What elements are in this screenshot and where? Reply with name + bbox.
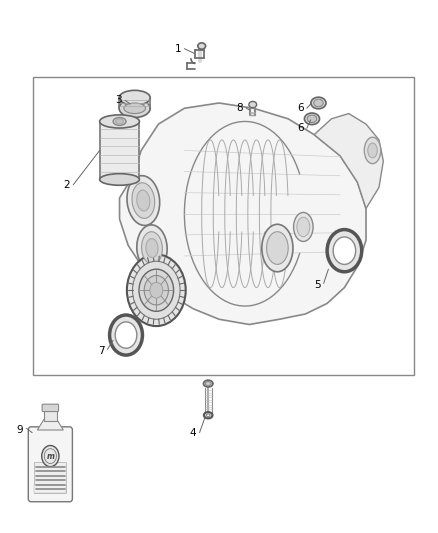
Ellipse shape: [304, 113, 320, 125]
Circle shape: [327, 230, 362, 272]
Text: 1: 1: [175, 44, 181, 54]
Ellipse shape: [205, 382, 211, 386]
Bar: [100, 122, 139, 180]
Circle shape: [115, 322, 137, 348]
Ellipse shape: [119, 99, 150, 117]
Polygon shape: [314, 114, 383, 208]
Bar: [33, 77, 413, 375]
Ellipse shape: [307, 115, 317, 123]
Text: 2: 2: [64, 180, 70, 190]
Bar: [44, 410, 57, 421]
Ellipse shape: [262, 224, 293, 272]
Text: 9: 9: [17, 425, 23, 435]
Ellipse shape: [206, 414, 210, 417]
Ellipse shape: [203, 380, 213, 387]
Ellipse shape: [116, 119, 124, 124]
Polygon shape: [37, 419, 64, 430]
Ellipse shape: [368, 143, 377, 158]
Ellipse shape: [204, 412, 212, 418]
Polygon shape: [120, 103, 366, 325]
Ellipse shape: [267, 232, 288, 264]
Ellipse shape: [364, 138, 381, 164]
Text: 5: 5: [314, 280, 321, 290]
Text: m: m: [46, 451, 54, 461]
Circle shape: [133, 261, 180, 319]
Circle shape: [333, 237, 356, 264]
Circle shape: [144, 276, 168, 305]
Ellipse shape: [297, 217, 310, 237]
Ellipse shape: [137, 225, 167, 271]
Ellipse shape: [100, 174, 139, 185]
Text: 6: 6: [297, 103, 304, 114]
Ellipse shape: [314, 99, 323, 107]
Circle shape: [127, 254, 186, 326]
Text: 4: 4: [190, 427, 196, 438]
Ellipse shape: [141, 232, 162, 264]
Ellipse shape: [249, 101, 257, 108]
Circle shape: [110, 315, 142, 355]
FancyBboxPatch shape: [42, 404, 59, 411]
Ellipse shape: [113, 117, 126, 125]
Text: 3: 3: [115, 95, 122, 106]
Ellipse shape: [198, 43, 205, 49]
Ellipse shape: [146, 239, 158, 257]
Ellipse shape: [132, 183, 155, 219]
FancyBboxPatch shape: [34, 463, 66, 494]
Circle shape: [42, 446, 59, 466]
Bar: [34, 486, 66, 494]
Text: 8: 8: [237, 103, 243, 114]
Ellipse shape: [127, 176, 160, 225]
Text: 6: 6: [297, 123, 304, 133]
Ellipse shape: [137, 190, 150, 211]
Text: 7: 7: [98, 346, 104, 356]
Circle shape: [150, 282, 163, 298]
Ellipse shape: [119, 90, 150, 105]
FancyBboxPatch shape: [28, 427, 72, 502]
Circle shape: [139, 269, 173, 311]
Ellipse shape: [124, 103, 145, 114]
Ellipse shape: [293, 213, 313, 241]
Ellipse shape: [100, 115, 139, 128]
Ellipse shape: [311, 97, 326, 109]
